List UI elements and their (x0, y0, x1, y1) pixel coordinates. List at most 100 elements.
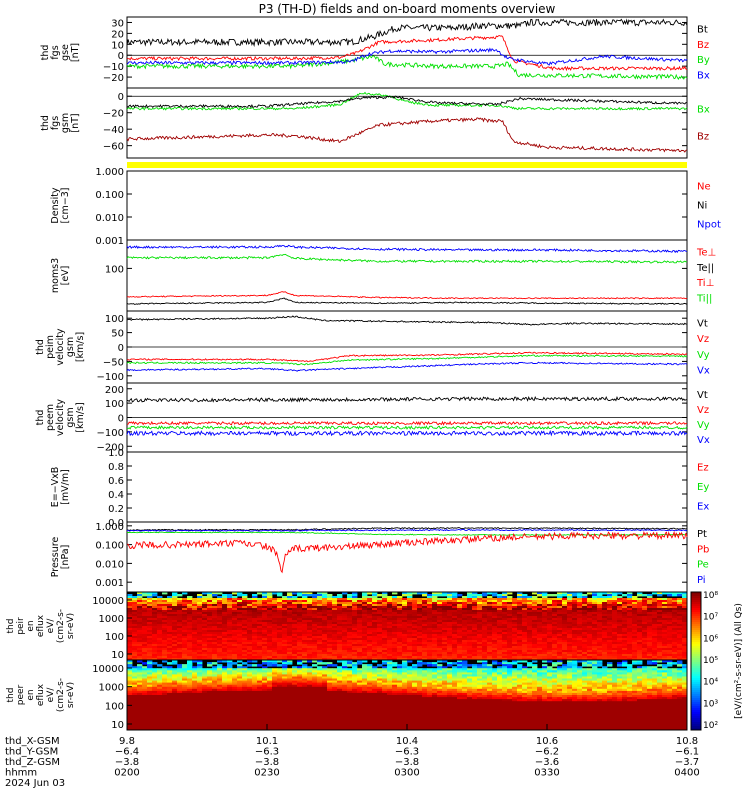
spectrogram-cell (447, 600, 453, 603)
spectrogram-cell (362, 604, 368, 607)
spectrogram-cell (322, 598, 328, 601)
spectrogram-cell (317, 650, 323, 653)
spectrogram-cell (382, 632, 388, 635)
spectrogram-cell (562, 650, 568, 653)
spectrogram-cell (457, 628, 463, 631)
spectrogram-cell (267, 656, 273, 659)
spectrogram-cell (602, 596, 608, 599)
spectrogram-cell (187, 684, 193, 688)
spectrogram-cell (472, 646, 478, 649)
spectrogram-cell (437, 628, 443, 631)
spectrogram-cell (482, 604, 488, 607)
spectrogram-cell (237, 703, 243, 706)
spectrogram-cell (187, 707, 193, 710)
spectrogram-cell (207, 646, 213, 649)
spectrogram-cell (627, 598, 633, 601)
spectrogram-cell (187, 666, 193, 669)
y-axis-label: thd peim velocity gsm [km/s] (35, 328, 86, 366)
spectrogram-cell (447, 640, 453, 643)
spectrogram-cell (417, 648, 423, 651)
spectrogram-cell (492, 644, 498, 647)
spectrogram-cell (527, 618, 533, 621)
spectrogram-cell (222, 684, 228, 688)
spectrogram-cell (377, 632, 383, 635)
spectrogram-cell (332, 656, 338, 659)
spectrogram-cell (137, 672, 143, 675)
spectrogram-cell (402, 648, 408, 651)
spectrogram-cell (197, 652, 203, 655)
spectrogram-cell (337, 640, 343, 643)
spectrogram-cell (477, 650, 483, 653)
spectrogram-cell (577, 604, 583, 607)
spectrogram-cell (232, 598, 238, 601)
spectrogram-cell (267, 616, 273, 619)
spectrogram-cell (192, 668, 198, 671)
spectrogram-cell (332, 652, 338, 655)
spectrogram-cell (602, 618, 608, 621)
spectrogram-cell (487, 644, 493, 647)
spectrogram-cell (317, 644, 323, 647)
spectrogram-cell (257, 632, 263, 635)
spectrogram-cell (287, 668, 293, 671)
y-axis-label-line: (cm2-s- (56, 609, 66, 643)
spectrogram-cell (662, 604, 668, 607)
spectrogram-cell (297, 654, 303, 657)
spectrogram-cell (307, 654, 313, 657)
spectrogram-cell (217, 638, 223, 641)
spectrogram-cell (287, 616, 293, 619)
spectrogram-cell (282, 624, 288, 627)
spectrogram-cell (502, 644, 508, 647)
spectrogram-cell (472, 630, 478, 633)
spectrogram-cell (177, 624, 183, 627)
spectrogram-cell (342, 622, 348, 625)
spectrogram-cell (632, 642, 638, 645)
spectrogram-cell (437, 620, 443, 623)
spectrogram-cell (552, 594, 558, 597)
spectrogram-cell (322, 646, 328, 649)
spectrogram-cell (147, 719, 153, 723)
spectrogram-cell (342, 642, 348, 645)
spectrogram-cell (602, 632, 608, 635)
spectrogram-cell (322, 644, 328, 647)
spectrogram-cell (357, 614, 363, 617)
spectrogram-cell (222, 723, 228, 727)
spectrogram-cell (152, 668, 158, 671)
spectrogram-cell (577, 594, 583, 597)
spectrogram-cell (417, 654, 423, 657)
y-tick-label: 10000 (92, 596, 124, 607)
spectrogram-cell (262, 727, 268, 731)
spectrogram-cell (372, 640, 378, 643)
spectrogram-cell (147, 616, 153, 619)
spectrogram-cell (242, 680, 248, 684)
spectrogram-cell (192, 634, 198, 637)
spectrogram-cell (257, 620, 263, 623)
spectrogram-cell (662, 648, 668, 651)
spectrogram-cell (632, 598, 638, 601)
spectrogram-cell (532, 618, 538, 621)
spectrogram-cell (192, 602, 198, 605)
spectrogram-cell (262, 642, 268, 645)
spectrogram-cell (292, 638, 298, 641)
spectrogram-cell (637, 640, 643, 643)
spectrogram-cell (527, 658, 533, 661)
spectrogram-cell (157, 610, 163, 613)
spectrogram-cell (267, 670, 273, 673)
spectrogram-cell (162, 680, 168, 684)
spectrogram-cell (182, 666, 188, 669)
spectrogram-cell (262, 654, 268, 657)
spectrogram-cell (312, 630, 318, 633)
spectrogram-cell (607, 642, 613, 645)
spectrogram-cell (437, 612, 443, 615)
spectrogram-cell (332, 618, 338, 621)
spectrogram-cell (582, 606, 588, 609)
spectrogram-cell (567, 616, 573, 619)
spectrogram-cell (302, 622, 308, 625)
spectrogram-cell (277, 695, 283, 698)
spectrogram-cell (227, 707, 233, 710)
spectrogram-cell (382, 640, 388, 643)
spectrogram-cell (367, 640, 373, 643)
spectrogram-cell (492, 608, 498, 611)
spectrogram-cell (147, 682, 153, 686)
spectrogram-cell (672, 636, 678, 639)
